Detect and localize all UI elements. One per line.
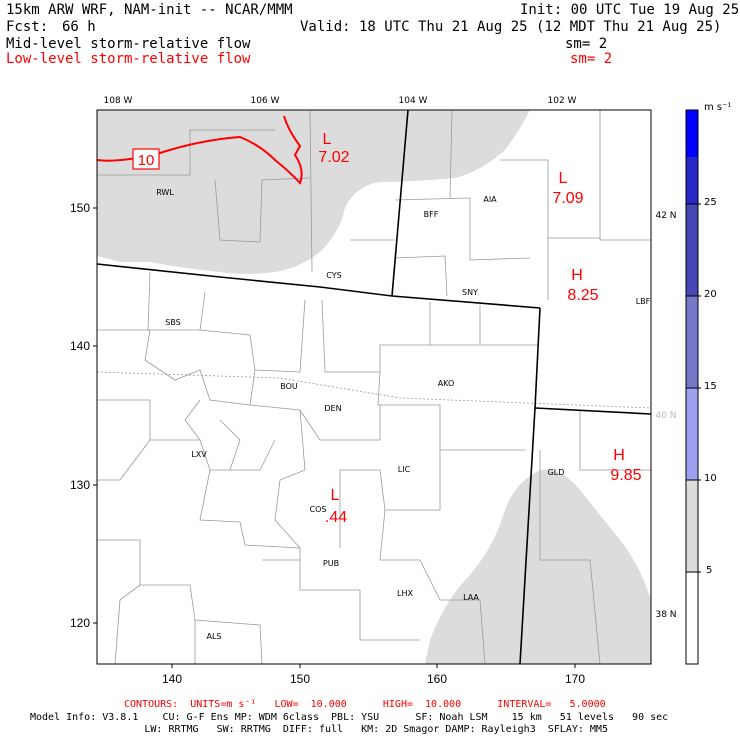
x-grid-labels: 140 150 160 170 [162, 672, 585, 686]
station-bou: BOU [280, 382, 298, 391]
station-als: ALS [206, 632, 221, 641]
state-boundaries [97, 110, 651, 664]
colorbar-band-4 [686, 296, 698, 388]
station-laa: LAA [463, 593, 479, 602]
contour-label-box [132, 148, 160, 170]
lat-label-42n: 42 N [655, 211, 676, 221]
station-lic: LIC [398, 465, 411, 474]
station-aia: AIA [483, 195, 497, 204]
colorbar-band-2 [686, 480, 698, 572]
colorbar-label-5: 5 [706, 565, 713, 576]
stations: RWL BFF AIA CYS SNY LBF SBS BOU AKO DEN … [156, 188, 650, 641]
low-level-smoothing: sm= 2 [570, 51, 613, 67]
county-lines [97, 110, 651, 664]
latitude-labels: 42 N 40 N 38 N [655, 211, 676, 620]
colorbar-units: m s⁻¹ [704, 102, 732, 113]
station-sbs: SBS [165, 318, 181, 327]
lat-label-38n: 38 N [655, 610, 676, 620]
lon-label-102w: 102 W [548, 96, 577, 106]
longitude-labels: 108 W 106 W 104 W 102 W [104, 96, 577, 106]
station-lbf: LBF [636, 297, 651, 306]
mid-level-smoothing: sm= 2 [565, 36, 608, 52]
station-den: DEN [324, 404, 341, 413]
y-tick-120: 120 [70, 616, 90, 630]
x-tick-160: 160 [427, 672, 447, 686]
colorbar-band-6 [686, 157, 698, 204]
pressure-centers: L 7.02 L 7.09 H 8.25 H 9.85 L .44 [318, 131, 641, 526]
map-contents [97, 110, 651, 664]
center-value-4: 9.85 [610, 467, 641, 484]
contour-10 [97, 115, 303, 185]
model-title: 15km ARW WRF, NAM-init -- NCAR/MMM [6, 2, 293, 18]
center-letter-2: L [559, 170, 568, 187]
contours-info: CONTOURS: UNITS=m s⁻¹ LOW= 10.000 HIGH= … [124, 699, 606, 710]
center-letter-1: L [323, 131, 332, 148]
y-tick-130: 130 [70, 478, 90, 492]
center-value-3: 8.25 [567, 287, 598, 304]
lon-label-106w: 106 W [251, 96, 280, 106]
station-lhx: LHX [397, 589, 413, 598]
center-letter-4: H [613, 447, 625, 464]
center-letter-3: H [571, 267, 583, 284]
y-tick-150: 150 [70, 201, 90, 215]
station-cys: CYS [326, 271, 341, 280]
station-lxv: LXV [191, 450, 207, 459]
contour-label: 10 [138, 152, 155, 169]
station-ako: AKO [438, 379, 455, 388]
plot-frame [96, 109, 652, 665]
colorbar-band-1 [686, 572, 698, 664]
station-sny: SNY [462, 288, 478, 297]
center-letter-5: L [331, 487, 340, 504]
colorbar-band-3 [686, 388, 698, 480]
model-info-line1: Model Info: V3.8.1 CU: G-F Ens MP: WDM 6… [30, 712, 669, 723]
x-tick-170: 170 [565, 672, 585, 686]
center-value-2: 7.09 [552, 190, 583, 207]
y-tick-140: 140 [70, 339, 90, 353]
lon-label-104w: 104 W [399, 96, 428, 106]
x-tick-140: 140 [162, 672, 182, 686]
x-tick-150: 150 [290, 672, 310, 686]
forecast-label: Fcst: [6, 19, 49, 35]
lat-label-40n: 40 N [655, 411, 676, 421]
forecast-hour: 66 h [62, 19, 96, 35]
model-info-line2: LW: RRTMG SW: RRTMG DIFF: full KM: 2D Sm… [30, 724, 608, 735]
colorbar-label-10: 10 [704, 473, 717, 484]
colorbar-label-25: 25 [704, 197, 717, 208]
station-bff: BFF [424, 210, 439, 219]
grid-tick-marks [93, 207, 576, 668]
station-pub: PUB [323, 559, 339, 568]
lon-label-108w: 108 W [104, 96, 133, 106]
colorbar-band-5 [686, 204, 698, 296]
colorbar-frame [685, 109, 699, 665]
colorbar-label-15: 15 [704, 381, 717, 392]
wind-shade-north [97, 110, 530, 274]
center-value-5: .44 [325, 509, 347, 526]
center-value-1: 7.02 [318, 149, 349, 166]
y-grid-labels: 150 140 130 120 [70, 201, 90, 630]
mid-level-field-title: Mid-level storm-relative flow [6, 36, 251, 52]
colorbar-band-7 [686, 110, 698, 157]
valid-time: Valid: 18 UTC Thu 21 Aug 25 (12 MDT Thu … [300, 19, 722, 35]
colorbar-label-20: 20 [704, 289, 717, 300]
init-time: Init: 00 UTC Tue 19 Aug 25 [520, 2, 740, 18]
colorbar [685, 109, 701, 665]
low-level-field-title: Low-level storm-relative flow [6, 51, 251, 67]
station-gld: GLD [548, 468, 565, 477]
station-cos: COS [310, 505, 327, 514]
station-rwl: RWL [156, 188, 174, 197]
